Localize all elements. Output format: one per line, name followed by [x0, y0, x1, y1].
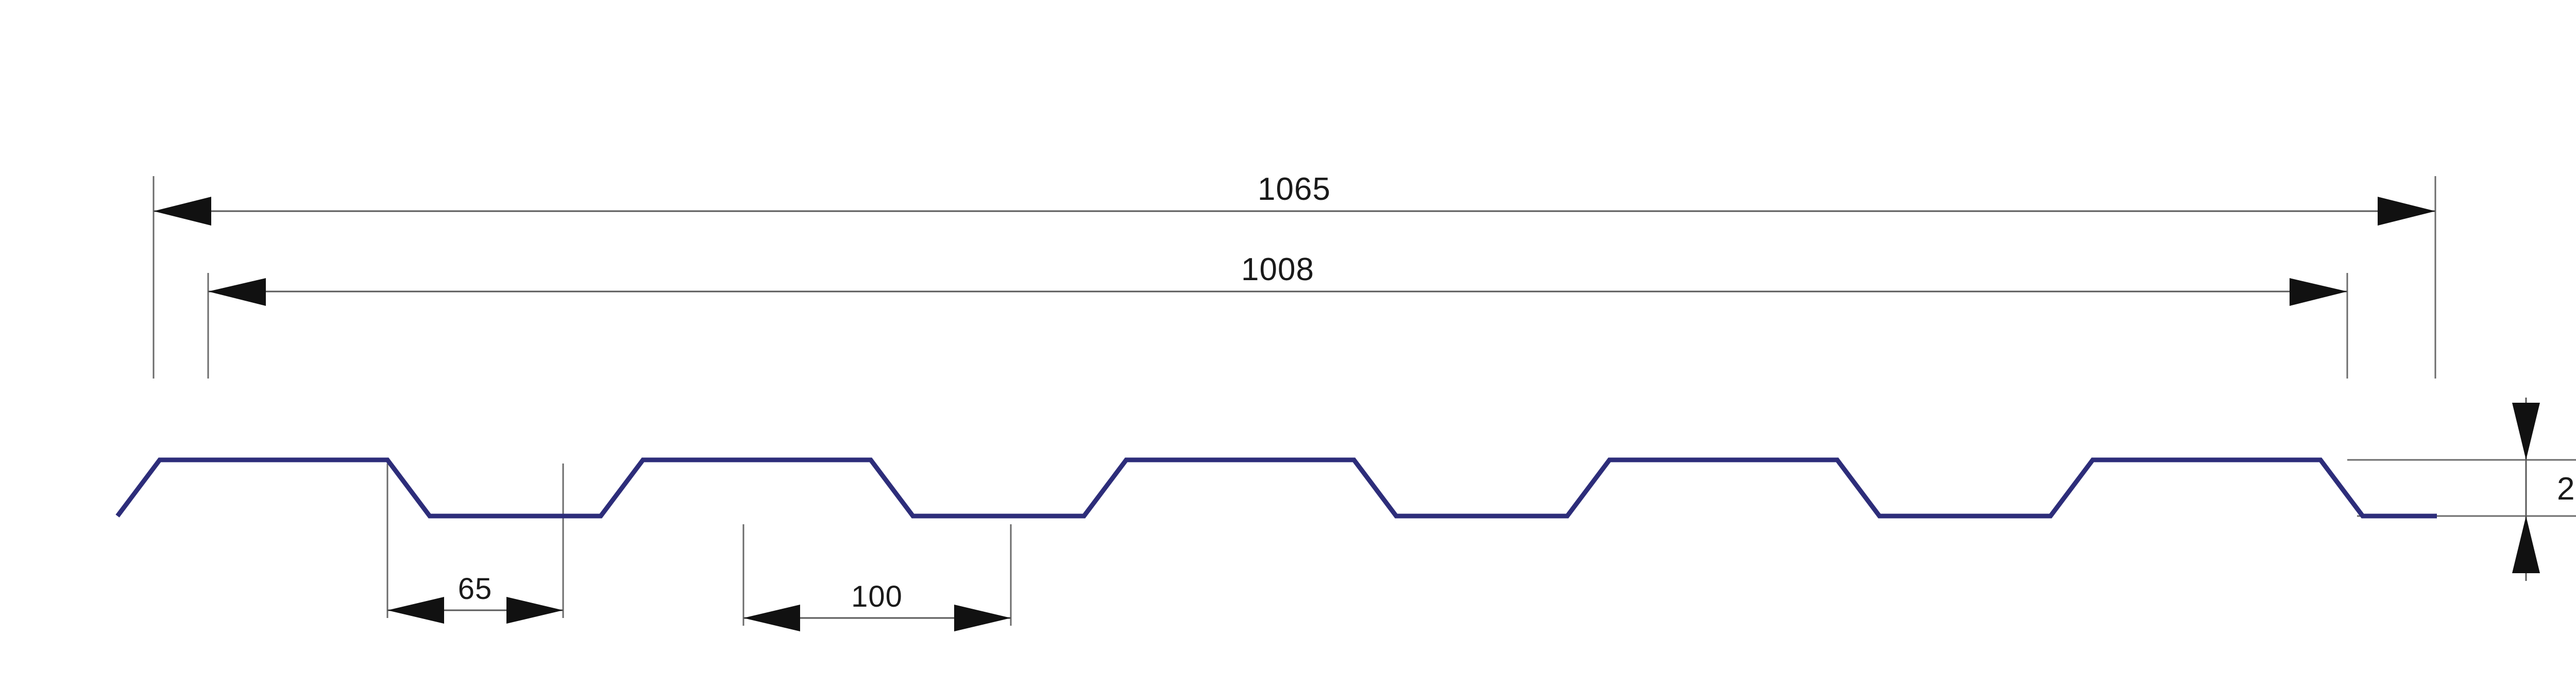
arrow-left-65 — [387, 597, 444, 624]
dimension-label-21mm: 21 мм — [2557, 471, 2576, 507]
dimension-label-1008: 1008 — [1241, 252, 1314, 287]
overall-width-dimension: 1065 — [154, 171, 2435, 226]
sheet-profile-path — [115, 457, 2437, 519]
extension-lines-group — [152, 176, 2576, 626]
arrow-right-65 — [506, 597, 563, 624]
arrow-bottom-21mm — [2512, 516, 2540, 573]
arrow-top-21mm — [2512, 403, 2540, 460]
valley-width-dimension: 65 — [387, 572, 563, 624]
arrow-left-1065 — [154, 197, 211, 226]
arrow-right-1065 — [2378, 197, 2435, 226]
arrow-left-1008 — [208, 278, 266, 306]
arrow-left-100 — [743, 605, 800, 631]
pitch-dimension: 100 — [743, 580, 1011, 631]
dimension-label-100: 100 — [851, 580, 903, 613]
dimension-label-1065: 1065 — [1258, 171, 1331, 207]
rib-height-dimension: 21 мм — [2512, 398, 2576, 581]
useful-width-dimension: 1008 — [208, 252, 2347, 306]
arrow-right-100 — [954, 605, 1011, 631]
arrow-right-1008 — [2290, 278, 2347, 306]
dimension-label-65: 65 — [458, 572, 493, 606]
